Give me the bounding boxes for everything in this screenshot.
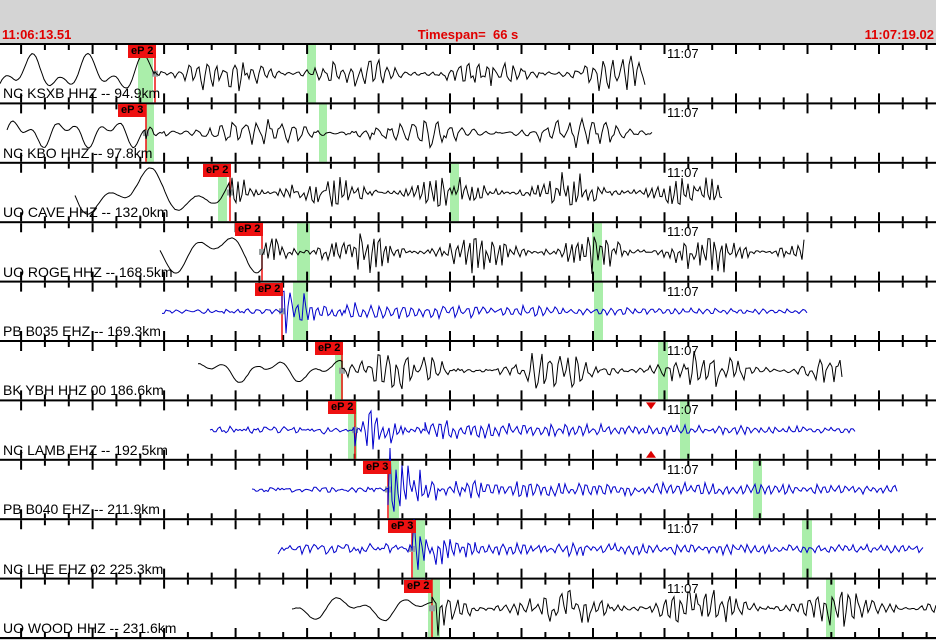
coda-marker-down-icon[interactable] [646, 402, 656, 410]
channel-row-LAMB[interactable] [0, 400, 936, 459]
phase-pick-flag-YBH[interactable]: eP 2 [315, 342, 344, 355]
waveform-trace-ROGE[interactable] [159, 233, 805, 274]
channel-row-ROGE[interactable] [0, 222, 936, 281]
timespan-label: Timespan= 66 s [417, 27, 519, 42]
waveform-trace-LHE[interactable] [277, 518, 924, 570]
waveform-trace-CAVE[interactable] [74, 167, 723, 215]
phase-pick-flag-KSXB[interactable]: eP 2 [128, 45, 157, 58]
channel-row-WOOD[interactable] [0, 579, 936, 638]
window-end-time: 11:07:19.02 [864, 27, 934, 42]
waveform-trace-B035[interactable] [162, 290, 808, 334]
phase-pick-flag-KBO[interactable]: eP 3 [118, 104, 147, 118]
waveform-trace-LAMB[interactable] [209, 409, 856, 450]
channel-row-B040[interactable] [0, 460, 936, 519]
waveform-trace-YBH[interactable] [197, 351, 843, 390]
channel-row-YBH[interactable] [0, 341, 936, 400]
channel-row-LHE[interactable] [0, 519, 936, 578]
time-range-bar: 11:06:13.51 Timespan= 66 s 11:07:19.02 [0, 27, 936, 44]
phase-pick-flag-CAVE[interactable]: eP 2 [203, 163, 232, 177]
channel-row-CAVE[interactable] [0, 163, 936, 222]
phase-pick-flag-ROGE[interactable]: eP 2 [235, 223, 264, 237]
waveform-trace-WOOD[interactable] [291, 589, 936, 636]
phase-pick-flag-LAMB[interactable]: eP 2 [328, 401, 357, 415]
waveform-trace-B040[interactable] [251, 447, 898, 512]
waveform-trace-KSXB[interactable] [0, 52, 646, 92]
window-start-time: 11:06:13.51 [2, 27, 72, 42]
phase-pick-flag-WOOD[interactable]: eP 2 [404, 579, 433, 593]
coda-marker-up-icon[interactable] [646, 450, 656, 458]
channel-row-B035[interactable] [0, 282, 936, 341]
phase-pick-flag-B035[interactable]: eP 2 [255, 282, 284, 296]
phase-pick-flag-LHE[interactable]: eP 3 [388, 520, 417, 534]
phase-pick-flag-B040[interactable]: eP 3 [363, 460, 392, 474]
waveform-trace-KBO[interactable] [6, 116, 653, 150]
